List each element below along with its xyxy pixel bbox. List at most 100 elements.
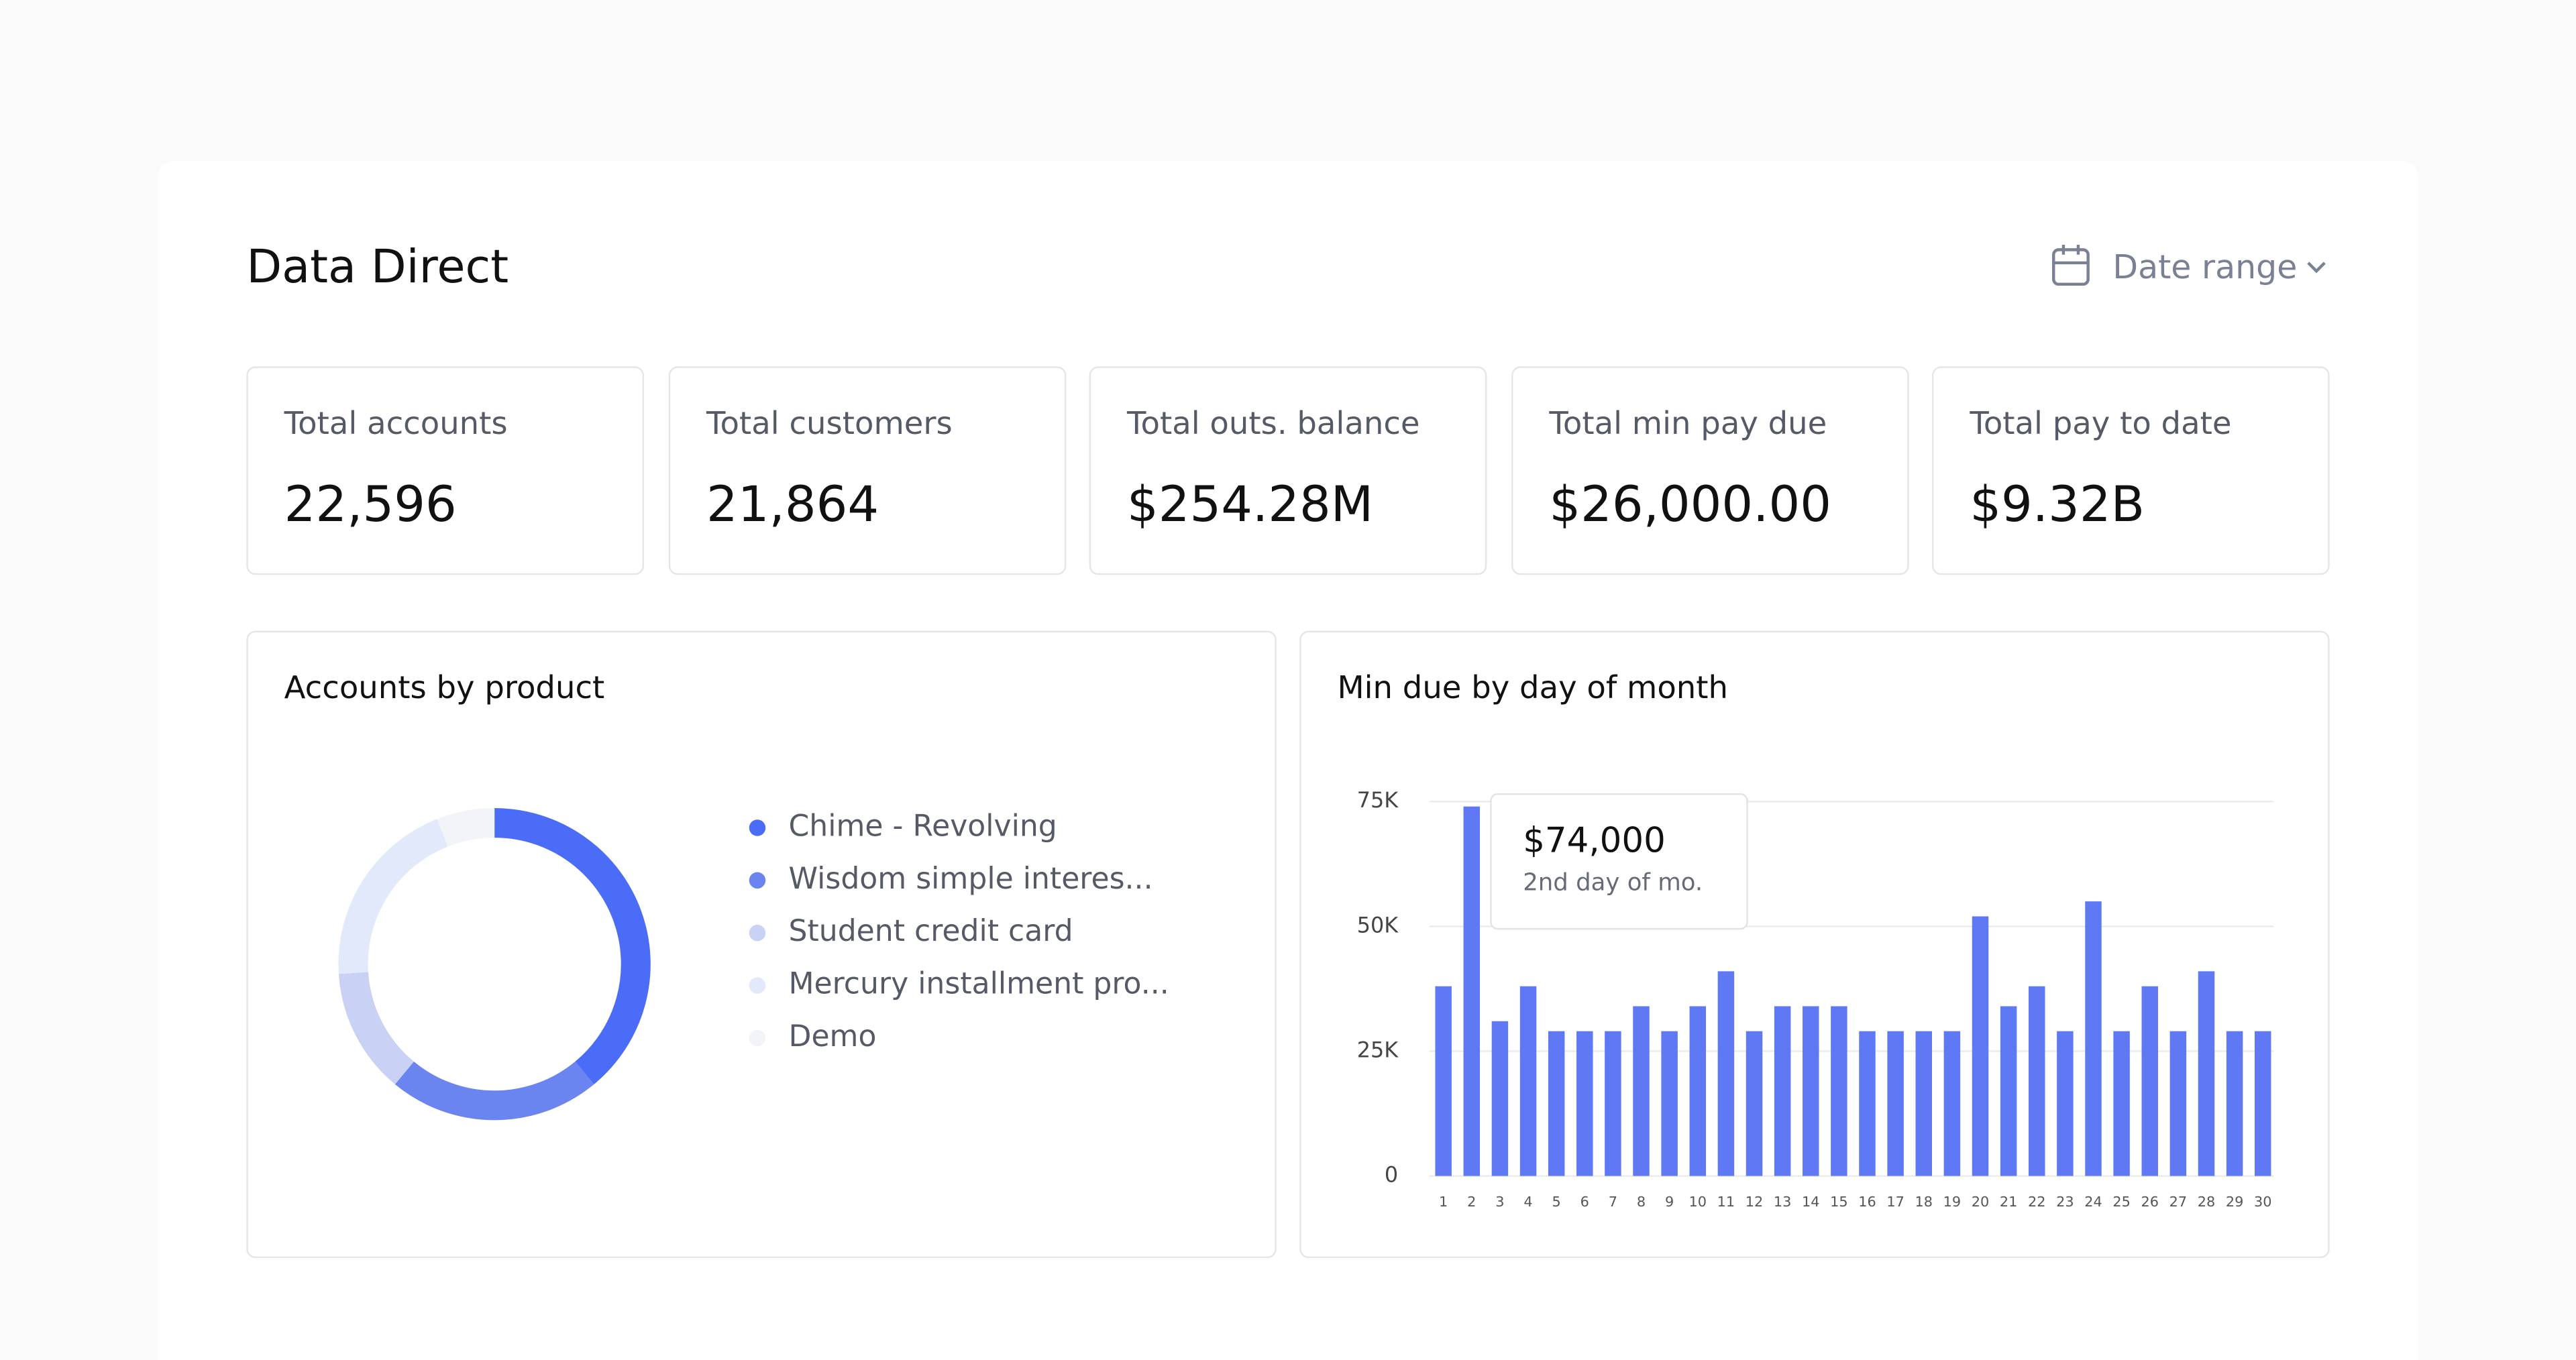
- legend-label: Student credit card: [789, 914, 1073, 948]
- x-tick-label: 20: [1972, 1194, 1989, 1210]
- x-tick-label: 14: [1802, 1194, 1819, 1210]
- x-tick-label: 18: [1915, 1194, 1933, 1210]
- bar: [1689, 1006, 1707, 1176]
- kpi-value: 22,596: [284, 476, 457, 533]
- kpi-value: $26,000.00: [1549, 476, 1831, 533]
- kpi-value: $254.28M: [1127, 476, 1373, 533]
- x-tick-label: 4: [1523, 1194, 1532, 1210]
- bar: [2169, 1031, 2187, 1176]
- bar: [1491, 1021, 1509, 1176]
- bar: [1803, 1006, 1819, 1176]
- date-range-button[interactable]: Date range: [2052, 245, 2326, 286]
- legend-label: Demo: [789, 1019, 877, 1054]
- kpi-value: 21,864: [706, 476, 879, 533]
- bar: [1605, 1031, 1621, 1176]
- donut-segment: [394, 1061, 594, 1121]
- x-tick-label: 12: [1746, 1194, 1763, 1210]
- bar: [1972, 916, 1989, 1176]
- kpi-card: [246, 366, 644, 575]
- bar: [2254, 1031, 2271, 1176]
- bar: [2141, 986, 2158, 1176]
- x-tick-label: 17: [1886, 1194, 1904, 1210]
- tooltip-value: $74,000: [1523, 820, 1666, 860]
- x-tick-label: 30: [2254, 1194, 2271, 1210]
- kpi-card: [668, 366, 1067, 575]
- legend-label: Wisdom simple interes...: [789, 862, 1153, 896]
- x-tick-label: 6: [1580, 1194, 1589, 1210]
- bar: [1774, 1006, 1791, 1176]
- kpi-label: Total pay to date: [1969, 405, 2231, 441]
- bar: [1746, 1031, 1763, 1176]
- legend-label: Mercury installment pro...: [789, 967, 1169, 1001]
- x-tick-label: 5: [1552, 1194, 1561, 1210]
- tooltip-label: 2nd day of mo.: [1523, 869, 1703, 897]
- x-tick-label: 15: [1830, 1194, 1847, 1210]
- x-tick-label: 13: [1774, 1194, 1791, 1210]
- legend-dot: [749, 977, 766, 994]
- bar: [1548, 1031, 1565, 1176]
- kpi-card: [1932, 366, 2330, 575]
- legend-dot: [749, 1029, 766, 1047]
- x-tick-label: 11: [1717, 1194, 1735, 1210]
- x-tick-label: 8: [1637, 1194, 1646, 1210]
- legend-label: Chime - Revolving: [789, 809, 1057, 843]
- donut-segment: [494, 808, 651, 1084]
- legend-dot: [749, 924, 766, 942]
- bar: [1943, 1031, 1961, 1176]
- x-tick-label: 2: [1467, 1194, 1476, 1210]
- bar: [2113, 1031, 2130, 1176]
- kpi-label: Total outs. balance: [1126, 405, 1420, 441]
- kpi-card: [1089, 366, 1487, 575]
- x-tick-label: 19: [1943, 1194, 1961, 1210]
- calendar-icon: [2052, 248, 2090, 286]
- donut-segment: [437, 808, 495, 847]
- page-title: Data Direct: [246, 240, 508, 294]
- x-tick-label: 24: [2084, 1194, 2102, 1210]
- x-tick-label: 26: [2141, 1194, 2159, 1210]
- x-tick-label: 23: [2056, 1194, 2074, 1210]
- kpi-label: Total min pay due: [1548, 405, 1827, 441]
- bar: [2198, 971, 2215, 1176]
- tooltip: [1490, 793, 1748, 930]
- bar: [1915, 1031, 1932, 1176]
- x-tick-label: 16: [1858, 1194, 1876, 1210]
- y-tick-label: 0: [1385, 1162, 1398, 1188]
- bar: [2000, 1006, 2017, 1176]
- donut-segment: [338, 972, 415, 1084]
- x-tick-label: 27: [2169, 1194, 2187, 1210]
- x-tick-label: 1: [1439, 1194, 1448, 1210]
- bar: [1519, 986, 1537, 1176]
- donut-segment: [338, 819, 449, 974]
- bar: [2029, 986, 2045, 1176]
- bar: [1831, 1006, 1847, 1176]
- x-tick-label: 3: [1495, 1194, 1504, 1210]
- y-tick-label: 25K: [1357, 1037, 1399, 1062]
- bar: [2085, 901, 2102, 1176]
- kpi-value: $9.32B: [1970, 476, 2145, 533]
- bar: [1435, 986, 1452, 1176]
- bar: [2057, 1031, 2074, 1176]
- bar: [2226, 1031, 2243, 1176]
- x-tick-label: 22: [2028, 1194, 2045, 1210]
- bar: [1661, 1031, 1678, 1176]
- kpi-label: Total customers: [706, 405, 953, 441]
- bar: [1887, 1031, 1904, 1176]
- bar: [1633, 1006, 1650, 1176]
- chart-title: Min due by day of month: [1337, 669, 1728, 705]
- chevron-icon: [2307, 262, 2326, 274]
- date-range-label[interactable]: Date range: [2112, 248, 2297, 286]
- x-tick-label: 7: [1609, 1194, 1617, 1210]
- x-tick-label: 21: [2000, 1194, 2017, 1210]
- panel: [246, 630, 1277, 1259]
- y-tick-label: 50K: [1357, 912, 1399, 938]
- bar: [1859, 1031, 1876, 1176]
- chart-title: Accounts by product: [284, 669, 605, 705]
- x-tick-label: 29: [2226, 1194, 2243, 1210]
- legend-dot: [749, 819, 766, 836]
- bar: [1463, 806, 1481, 1176]
- x-tick-label: 10: [1689, 1194, 1707, 1210]
- bar: [1576, 1031, 1593, 1176]
- y-tick-label: 75K: [1357, 787, 1399, 813]
